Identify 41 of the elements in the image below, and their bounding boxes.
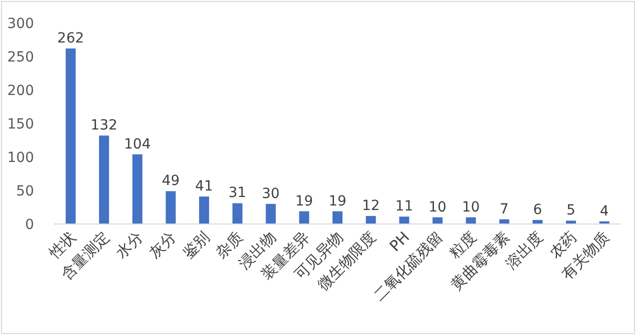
- bar: [566, 220, 576, 224]
- y-tick-label: 0: [25, 217, 34, 233]
- bar: [266, 204, 276, 224]
- bar: [166, 191, 176, 224]
- bar: [66, 48, 76, 224]
- data-label: 12: [362, 198, 380, 214]
- data-label: 4: [600, 203, 609, 220]
- data-label: 7: [500, 201, 509, 218]
- data-label: 31: [228, 185, 246, 202]
- x-tick-label: 水分: [112, 228, 146, 262]
- x-tick-label: 鉴别: [178, 228, 213, 262]
- bar: [199, 196, 210, 224]
- y-tick-label: 200: [7, 83, 34, 99]
- data-label: 19: [295, 193, 314, 210]
- bar: [299, 211, 310, 224]
- bar: [432, 217, 443, 224]
- bar: [132, 154, 142, 224]
- bar: [232, 203, 242, 224]
- y-tick-label: 50: [16, 184, 34, 200]
- bar: [399, 216, 410, 224]
- data-label: 10: [428, 199, 446, 216]
- data-label: 10: [462, 199, 480, 216]
- bar: [466, 217, 476, 224]
- data-label: 41: [195, 178, 213, 195]
- y-tick-label: 100: [7, 150, 34, 166]
- data-label: 262: [57, 30, 84, 46]
- data-label: 104: [124, 136, 151, 152]
- data-label: 11: [395, 198, 414, 215]
- data-label: 6: [533, 202, 542, 218]
- bar: [332, 211, 342, 224]
- data-label: 132: [90, 118, 118, 134]
- y-tick-label: 250: [7, 50, 34, 66]
- data-label: 19: [328, 193, 346, 210]
- y-tick-label: 150: [7, 116, 34, 132]
- data-label: 30: [262, 186, 280, 202]
- bar: [99, 136, 110, 224]
- data-label: 5: [566, 202, 576, 219]
- data-label: 49: [162, 173, 180, 190]
- y-tick-label: 300: [7, 16, 34, 32]
- x-tick-label: 灰分: [146, 228, 180, 262]
- bar: [366, 216, 376, 224]
